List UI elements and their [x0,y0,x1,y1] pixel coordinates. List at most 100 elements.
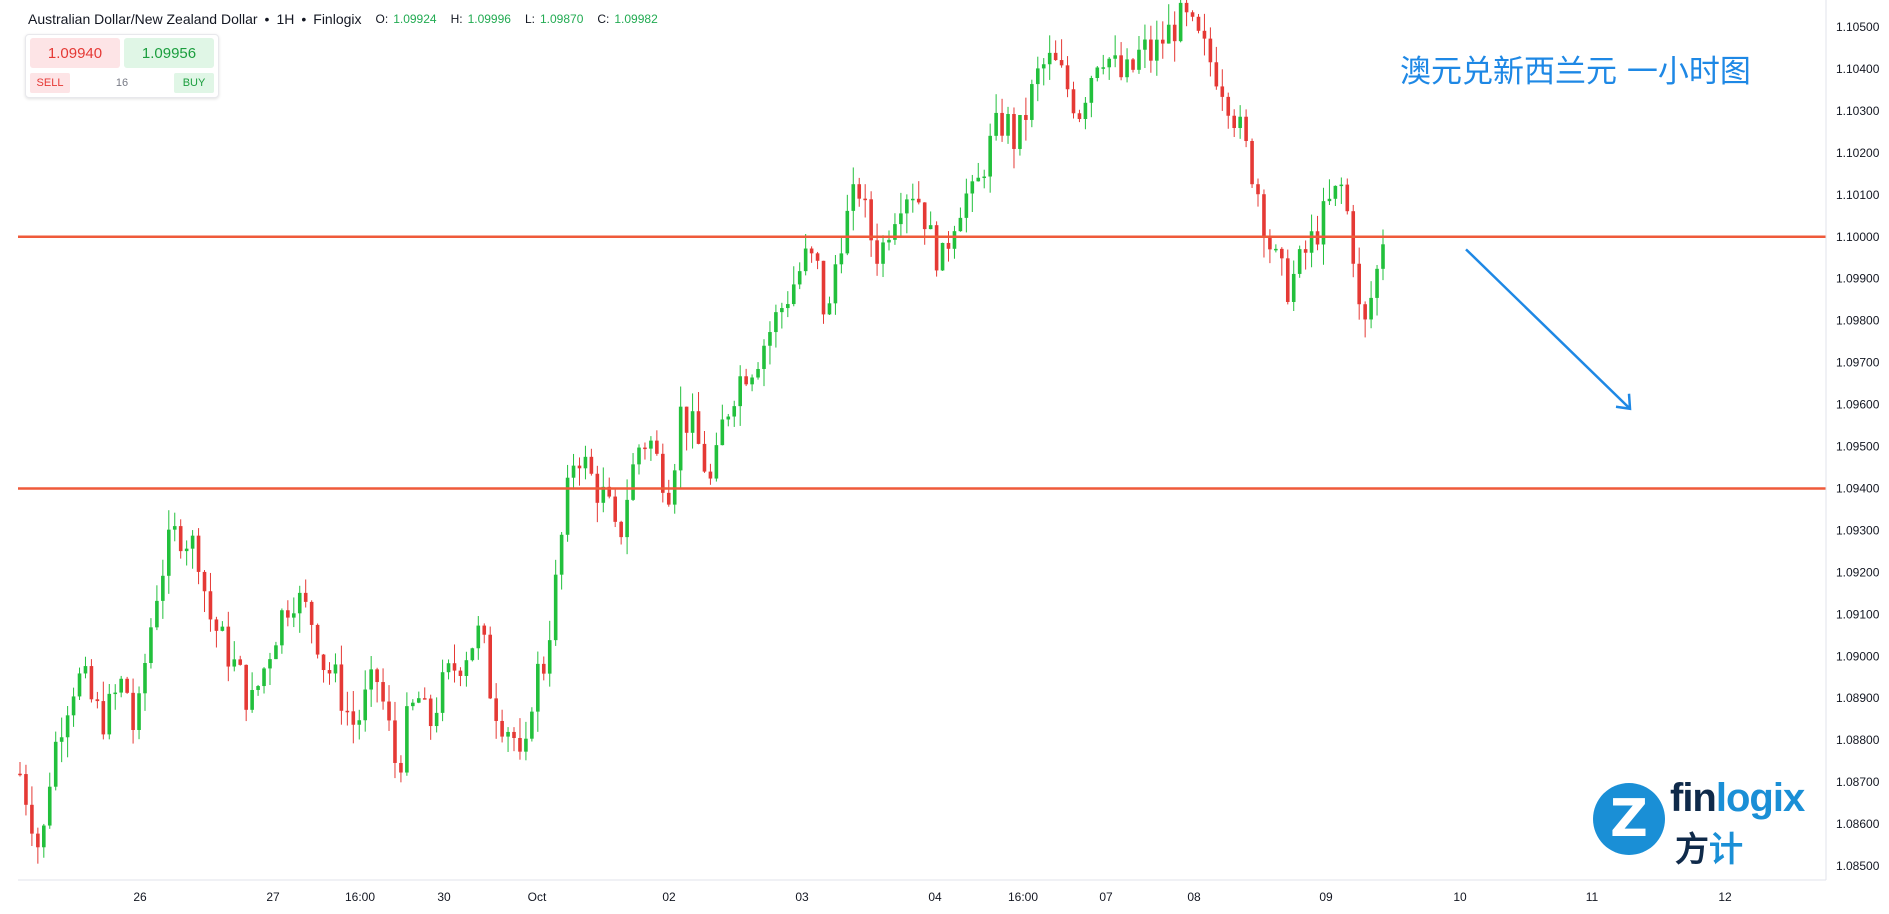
candle-up [232,659,237,667]
buy-price-button[interactable]: 1.09956 [124,38,214,68]
candle-up [297,592,302,614]
candle-down [541,663,546,674]
price-axis[interactable]: 1.10500 1.10400 1.10300 1.10200 1.10100 1.100… [1836,20,1880,873]
candle-up [774,312,778,333]
candle-up [726,416,731,420]
candle-down [922,202,927,230]
candle-up [446,663,451,673]
trade-widget: 1.09940 1.09956 SELL 16 BUY [25,34,219,98]
candle-down [351,711,356,725]
candle-up [571,465,576,478]
close-value: 1.09982 [614,12,658,26]
candle-up [440,672,445,713]
candle-up [994,112,998,136]
candle-up [357,720,362,725]
price-tick-label: 1.10200 [1836,146,1880,160]
candle-down [488,634,493,699]
candle-down [1172,24,1177,42]
candle-down [458,670,463,676]
candle-up [1297,249,1302,274]
low-label: L: [524,12,535,26]
candle-up [411,702,415,707]
candle-up [803,248,808,272]
candle-down [381,682,385,702]
candle-up [565,477,570,535]
sell-price-button[interactable]: 1.09940 [30,38,120,68]
candle-up [720,419,725,446]
candle-up [416,698,421,703]
candle-down [1160,39,1165,44]
candle-up [797,271,802,285]
candle-up [1369,297,1373,320]
candle-up [893,224,897,240]
candle-up [625,499,629,538]
time-tick-label: 04 [928,890,942,904]
candle-up [42,825,46,848]
candle-down [1363,304,1367,320]
candle-down [577,465,582,469]
candle-down [131,692,135,730]
interval-label[interactable]: 1H [276,11,295,27]
candle-up [1101,67,1106,69]
candle-down [1012,114,1016,149]
candle-down [101,701,106,735]
legend-separator: • [301,11,307,27]
candle-down [666,492,671,505]
candle-down [244,664,248,710]
time-tick-label: 09 [1319,890,1333,904]
price-tick-label: 1.09200 [1836,565,1880,579]
candle-down [125,678,129,693]
candle-up [506,731,510,737]
candle-down [393,720,397,763]
candle-down [214,619,219,631]
logo-chinese: 方计 [1675,822,1743,871]
candle-down [309,601,314,625]
candle-down [387,701,391,721]
candle-up [1047,52,1052,65]
buy-button[interactable]: BUY [174,73,214,93]
candle-up [780,308,784,313]
candle-down [708,471,713,479]
candle-up [1113,55,1117,59]
candle-up [1309,231,1314,253]
candle-up [827,303,832,315]
sell-button[interactable]: SELL [30,73,70,93]
candle-up [1030,84,1034,120]
candle-down [286,610,290,618]
finlogix-logo: Z finlogix 方计 [1593,776,1833,878]
candle-up [1238,116,1242,128]
price-tick-label: 1.09300 [1836,523,1880,537]
candle-down [916,198,921,203]
logo-mark-letter: Z [1610,789,1648,849]
time-axis[interactable]: 26 27 16:00 30 Oct 02 03 04 16:00 07 08 09 10 11 12 [133,890,1732,904]
candle-up [1375,268,1379,298]
candle-down [744,376,748,385]
candle-up [1035,68,1040,85]
candle-up [732,406,737,417]
candle-up [833,264,838,304]
candle-up [839,253,844,265]
levels-layer [18,235,1826,490]
candles-layer [18,0,1385,864]
candle-up [1381,244,1385,269]
symbol-name[interactable]: Australian Dollar/New Zealand Dollar [28,11,258,27]
candle-down [1000,112,1004,136]
candle-up [1333,185,1338,199]
logo-cn-ji: 计 [1709,830,1743,870]
candle-down [696,411,701,444]
logo-wordmark: finlogix [1670,776,1805,821]
candle-down [95,699,100,702]
candle-up [881,242,885,264]
candle-down [1250,140,1254,185]
candle-up [756,368,760,378]
candle-up [553,574,558,641]
legend-separator: • [264,11,270,27]
candle-down [821,260,826,315]
price-tick-label: 1.09000 [1836,649,1880,663]
candle-down [1357,263,1361,305]
candle-down [24,774,28,805]
candle-down [518,737,522,752]
candle-down [1345,184,1350,212]
candle-down [208,591,213,620]
